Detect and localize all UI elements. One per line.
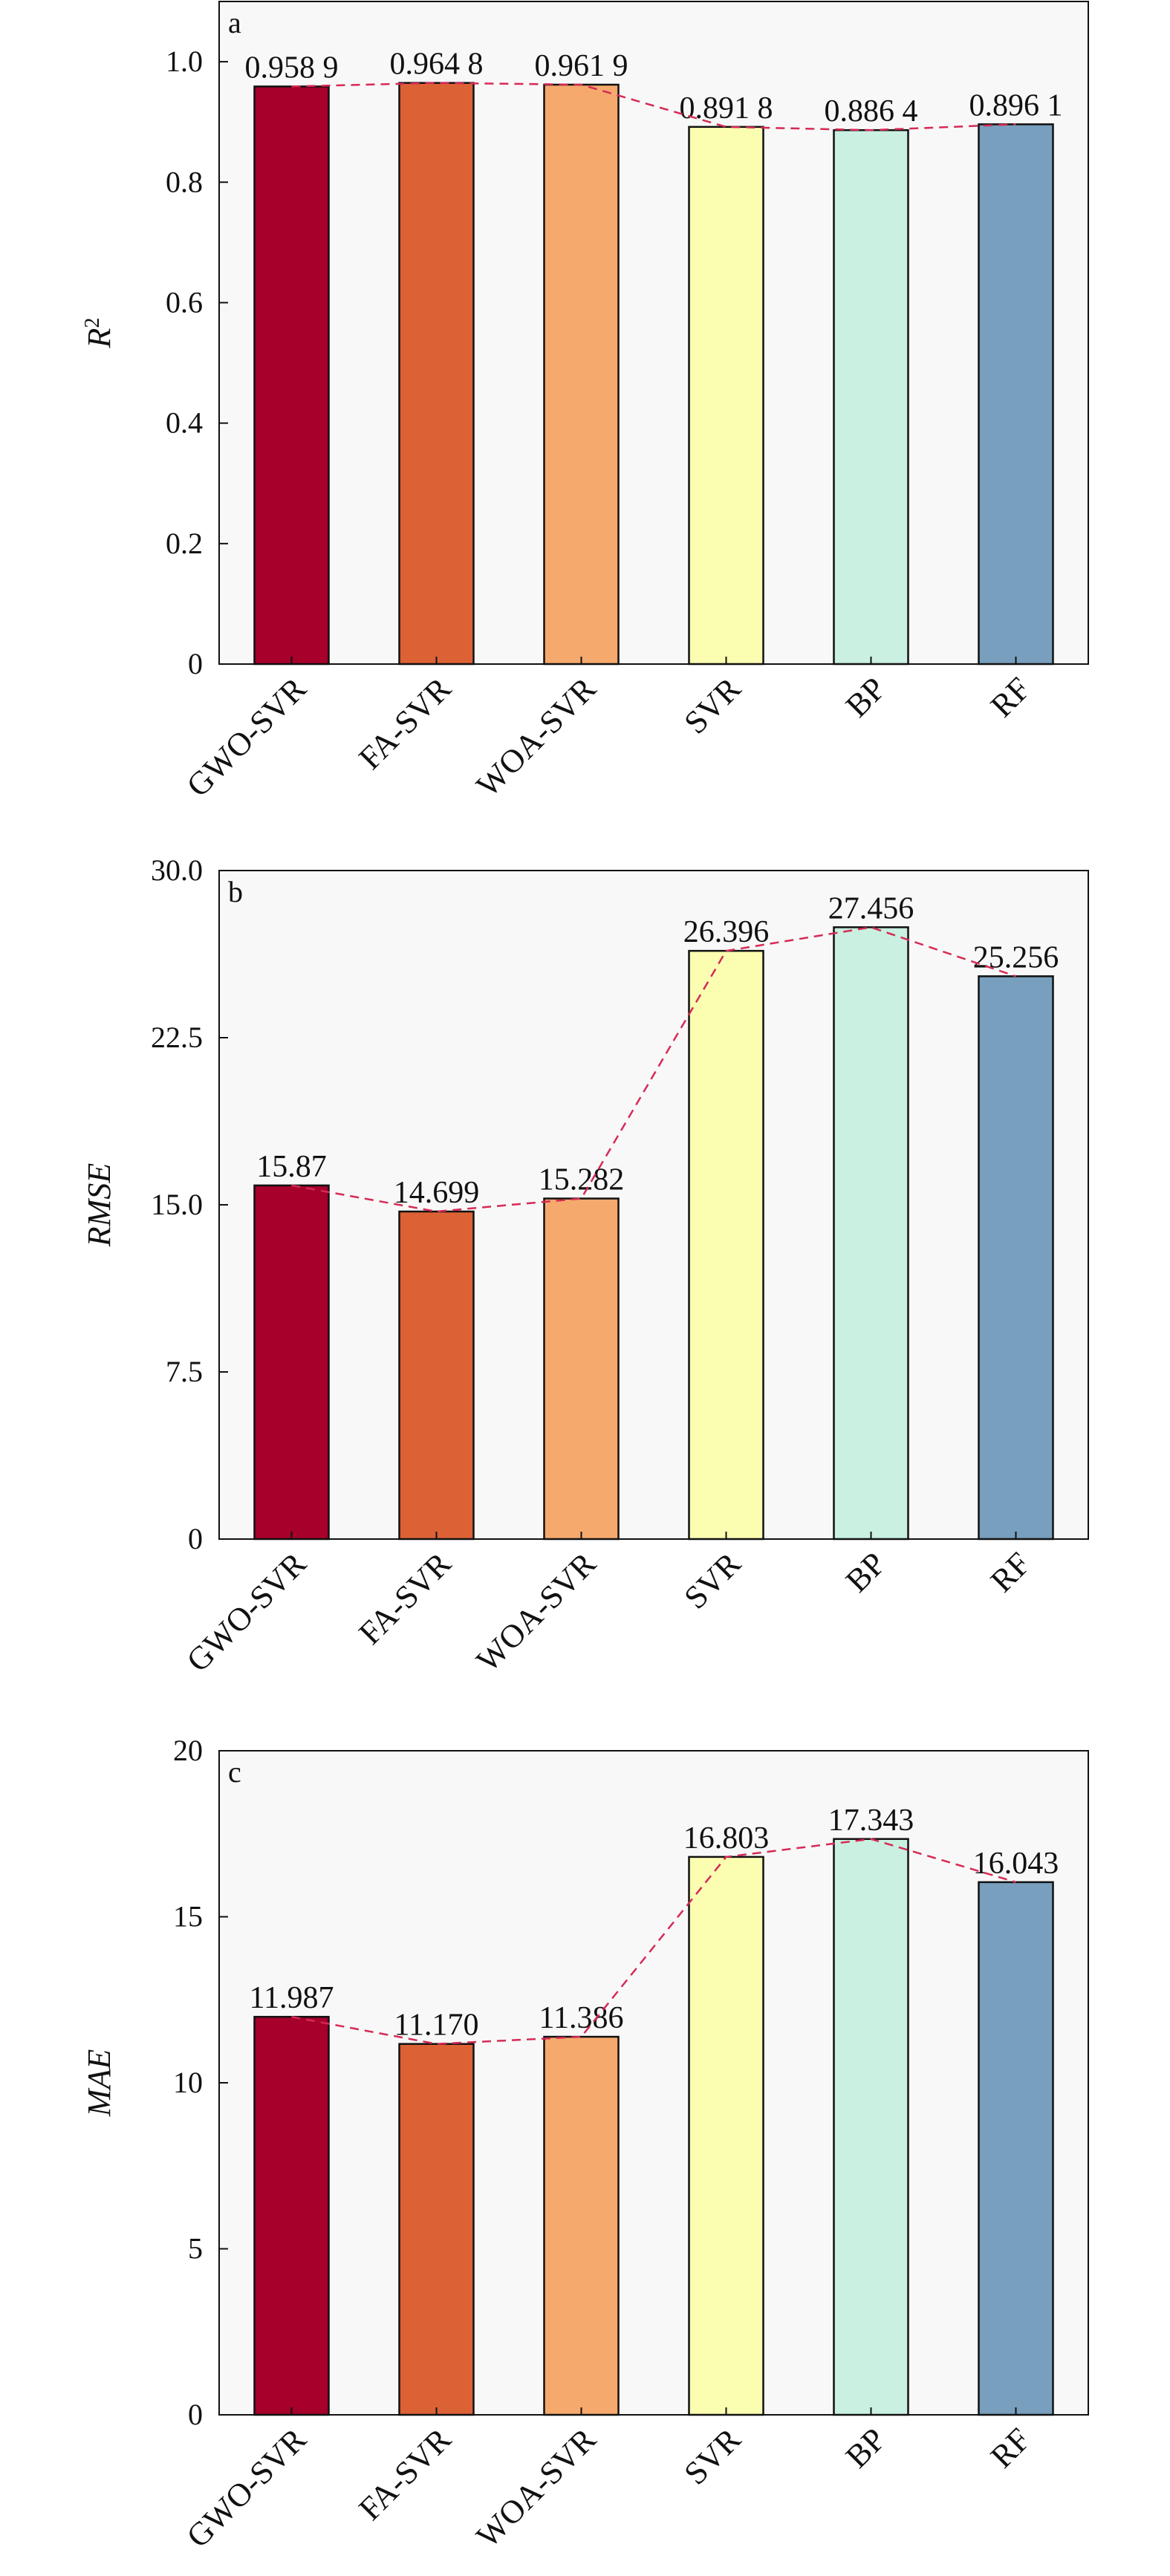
panel-a-ytick-label-5: 1.0 xyxy=(166,45,203,78)
panel-c-bar-0 xyxy=(253,2015,330,2416)
panel-b-bar-0 xyxy=(253,1184,330,1541)
panel-a-plot-area xyxy=(218,1,1089,665)
panel-c-category-label-2: WOA-SVR xyxy=(469,2421,603,2554)
panel-a-category-label-4: BP xyxy=(839,670,893,724)
panel-c-bar-2 xyxy=(543,2035,620,2416)
panel-b-trend-line xyxy=(291,926,1016,1213)
panel-a-ylabel: R2 xyxy=(81,318,118,349)
panel-c-value-label-2: 11.386 xyxy=(539,2001,624,2035)
panel-a-bar-3 xyxy=(688,126,764,666)
panel-c-value-label-3: 16.803 xyxy=(683,1821,770,1855)
panel-a-bar-2 xyxy=(543,83,620,666)
panel-a-category-label-0: GWO-SVR xyxy=(180,670,313,804)
panel-a-value-label-0: 0.958 9 xyxy=(245,51,339,85)
panel-c-ytick-label-4: 20 xyxy=(173,1734,203,1767)
panel-b-category-label-2: WOA-SVR xyxy=(469,1545,603,1679)
panel-a-ytick-label-0: 0 xyxy=(188,647,203,680)
panel-b: b 0 7.5 15.0 22.5 30.0 RMSE 15.87 GWO-SVR 14.699 F… xyxy=(81,853,1089,1679)
panel-b-bar-2 xyxy=(543,1197,620,1541)
panel-b-category-label-4: BP xyxy=(839,1545,893,1599)
panel-a-letter: a xyxy=(228,6,241,39)
panel-a-value-label-2: 0.961 9 xyxy=(535,49,628,83)
panel-c-bar-5 xyxy=(978,1881,1054,2416)
panel-c-value-label-0: 11.987 xyxy=(250,1981,334,2015)
panel-a-value-label-1: 0.964 8 xyxy=(390,48,484,82)
panel-c-category-label-3: SVR xyxy=(677,2421,748,2492)
panel-a-bar-1 xyxy=(398,82,475,666)
panel-a-ytick-label-4: 0.8 xyxy=(166,165,203,198)
panel-c-ytick-label-2: 10 xyxy=(173,2066,203,2099)
panel-c-ytick-label-3: 15 xyxy=(173,1900,203,1933)
panel-b-value-label-3: 26.396 xyxy=(683,915,770,949)
panel-c-ylabel: MAE xyxy=(81,2049,117,2118)
panel-c-value-label-5: 16.043 xyxy=(973,1847,1059,1881)
panel-c-value-label-1: 11.170 xyxy=(394,2009,479,2043)
panel-a-value-label-4: 0.886 4 xyxy=(825,94,918,129)
panel-b-value-label-2: 15.282 xyxy=(539,1163,625,1197)
panel-b-value-label-1: 14.699 xyxy=(394,1176,480,1210)
panel-c-bar-1 xyxy=(398,2043,475,2416)
panel-c-plot-area xyxy=(218,1750,1089,2416)
panel-b-ytick-label-0: 0 xyxy=(188,1522,203,1555)
panel-c-bar-3 xyxy=(688,1855,764,2416)
panel-b-bar-3 xyxy=(688,949,764,1541)
panel-a-ytick-label-1: 0.2 xyxy=(166,527,203,560)
panel-c-value-label-4: 17.343 xyxy=(828,1803,914,1838)
panel-a-bar-5 xyxy=(978,123,1054,666)
panel-b-ytick-label-3: 22.5 xyxy=(151,1021,203,1054)
panel-a: a 0 0.2 0.4 0.6 0.8 1.0 R2 0.958 9 GWO-SVR 0.964 8… xyxy=(81,1,1089,804)
panel-a-value-label-5: 0.896 1 xyxy=(969,88,1063,123)
panel-b-bar-4 xyxy=(833,926,909,1541)
panel-b-value-label-4: 27.456 xyxy=(828,891,914,926)
panel-c-ytick-label-1: 5 xyxy=(188,2232,203,2266)
panel-b-category-label-0: GWO-SVR xyxy=(180,1545,313,1679)
panel-c-category-label-4: BP xyxy=(839,2421,893,2475)
panel-a-category-label-5: RF xyxy=(984,670,1038,724)
panel-a-category-label-1: FA-SVR xyxy=(352,670,458,776)
panel-c-category-label-0: GWO-SVR xyxy=(180,2421,313,2554)
panel-b-ytick-label-4: 30.0 xyxy=(151,853,203,887)
panel-a-category-label-2: WOA-SVR xyxy=(469,670,603,804)
panel-a-category-label-3: SVR xyxy=(677,670,748,741)
panel-b-ytick-label-1: 7.5 xyxy=(166,1355,203,1388)
panel-b-value-label-5: 25.256 xyxy=(973,940,1059,975)
panel-a-trend-line xyxy=(291,82,1016,131)
panel-b-bar-1 xyxy=(398,1210,475,1541)
panel-b-category-label-3: SVR xyxy=(677,1545,748,1616)
panel-c-letter: c xyxy=(228,1755,241,1789)
panel-a-ylabel-superscript: 2 xyxy=(81,318,104,328)
panel-b-category-label-1: FA-SVR xyxy=(352,1545,458,1651)
panel-a-value-label-3: 0.891 8 xyxy=(680,91,773,126)
panel-c-trend-line xyxy=(291,1838,1016,2045)
panel-b-ylabel: RMSE xyxy=(81,1163,117,1248)
panel-b-bar-5 xyxy=(978,975,1054,1541)
panel-b-letter: b xyxy=(228,875,243,908)
panel-b-ytick-label-2: 15.0 xyxy=(151,1188,203,1221)
panel-a-ytick-label-3: 0.6 xyxy=(166,285,203,319)
panel-c-category-label-1: FA-SVR xyxy=(352,2421,458,2527)
panel-a-ytick-label-2: 0.4 xyxy=(166,406,203,440)
panel-c-ytick-label-0: 0 xyxy=(188,2398,203,2431)
panel-a-bar-0 xyxy=(253,85,330,666)
panel-c-category-label-5: RF xyxy=(984,2421,1038,2475)
panel-b-plot-area xyxy=(218,870,1089,1540)
panel-b-category-label-5: RF xyxy=(984,1545,1038,1599)
panel-b-value-label-0: 15.87 xyxy=(256,1150,327,1184)
panel-c-bar-4 xyxy=(833,1838,909,2416)
panel-c: c 0 5 10 15 20 MAE 11.987 GWO-SVR 11.170 FA-SVR 11.… xyxy=(81,1734,1089,2554)
panel-a-bar-4 xyxy=(833,129,909,666)
